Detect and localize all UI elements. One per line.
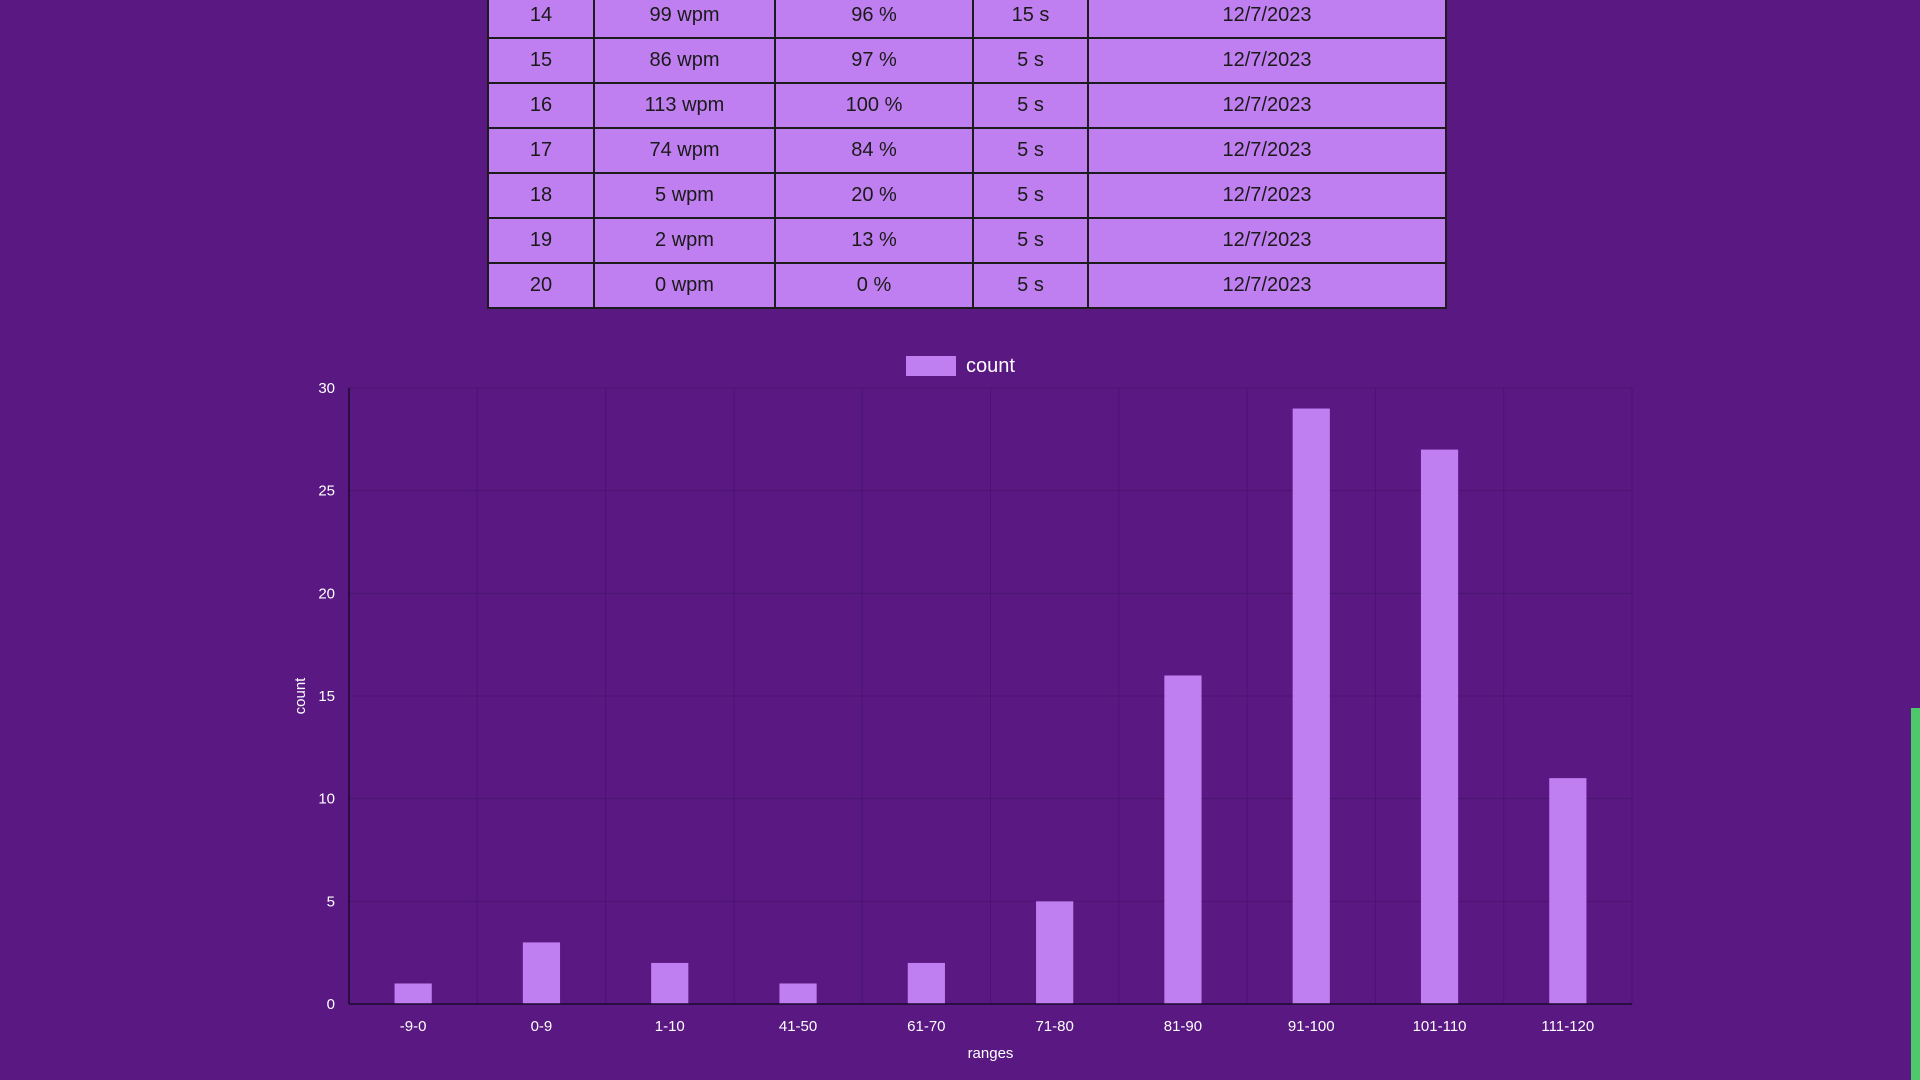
table-cell-index: 19 [487,217,595,264]
table-cell-speed: 2 wpm [593,217,776,264]
y-tick-label: 20 [318,585,335,602]
x-tick-label: 91-100 [1288,1018,1335,1035]
results-table-body: 14 99 wpm 96 % 15 s 12/7/2023 15 86 wpm 97 % 5 s… [487,0,1447,309]
table-cell-date: 12/7/2023 [1087,127,1447,174]
bar [522,942,561,1004]
table-cell-date: 12/7/2023 [1087,217,1447,264]
table-cell-time: 5 s [972,172,1089,219]
table-row: 15 86 wpm 97 % 5 s 12/7/2023 [487,37,1447,84]
bar [1292,408,1330,1004]
table-cell-index: 20 [487,262,595,309]
table-cell-accuracy: 20 % [774,172,974,219]
x-tick-label: 61-70 [907,1018,945,1035]
scrollbar-track[interactable] [1911,0,1920,1080]
table-cell-date: 12/7/2023 [1087,262,1447,309]
table-cell-accuracy: 0 % [774,262,974,309]
table-row: 19 2 wpm 13 % 5 s 12/7/2023 [487,217,1447,264]
table-cell-time: 5 s [972,262,1089,309]
bar [1036,901,1074,1004]
table-cell-time: 5 s [972,127,1089,174]
y-axis-title: count [292,677,309,715]
table-cell-index: 18 [487,172,595,219]
bar [779,983,817,1004]
bar [1164,675,1202,1004]
x-tick-label: 101-110 [1413,1018,1467,1035]
table-cell-speed: 5 wpm [593,172,776,219]
bar [1420,449,1459,1005]
table-cell-date: 12/7/2023 [1087,82,1447,129]
x-tick-label: 71-80 [1035,1018,1073,1035]
table-cell-speed: 74 wpm [593,127,776,174]
table-row: 14 99 wpm 96 % 15 s 12/7/2023 [487,0,1447,39]
legend-swatch [906,356,956,376]
scrollbar-thumb[interactable] [1911,708,1920,1080]
table-row: 20 0 wpm 0 % 5 s 12/7/2023 [487,262,1447,309]
x-tick-label: 81-90 [1164,1018,1202,1035]
bar [907,962,945,1004]
table-cell-accuracy: 96 % [774,0,974,39]
table-cell-time: 15 s [972,0,1089,39]
x-tick-label: 41-50 [779,1018,817,1035]
y-tick-label: 0 [327,996,335,1013]
table-cell-speed: 99 wpm [593,0,776,39]
table-cell-index: 17 [487,127,595,174]
table-cell-index: 16 [487,82,595,129]
table-cell-accuracy: 97 % [774,37,974,84]
table-cell-time: 5 s [972,217,1089,264]
table-cell-accuracy: 13 % [774,217,974,264]
x-tick-label: 0-9 [531,1018,553,1035]
y-tick-label: 10 [318,791,335,808]
table-cell-accuracy: 84 % [774,127,974,174]
table-cell-date: 12/7/2023 [1087,172,1447,219]
table-cell-speed: 86 wpm [593,37,776,84]
x-tick-label: -9-0 [400,1018,427,1035]
table-cell-date: 12/7/2023 [1087,0,1447,39]
y-tick-label: 30 [318,380,335,397]
table-cell-time: 5 s [972,82,1089,129]
legend-label: count [966,355,1015,377]
x-tick-label: 111-120 [1541,1018,1594,1035]
table-row: 18 5 wpm 20 % 5 s 12/7/2023 [487,172,1447,219]
table-cell-speed: 0 wpm [593,262,776,309]
bar [394,983,432,1004]
table-row: 17 74 wpm 84 % 5 s 12/7/2023 [487,127,1447,174]
table-cell-index: 14 [487,0,595,39]
x-axis-title: ranges [968,1045,1014,1062]
table-cell-accuracy: 100 % [774,82,974,129]
bar [651,962,689,1004]
table-cell-time: 5 s [972,37,1089,84]
table-cell-date: 12/7/2023 [1087,37,1447,84]
y-tick-label: 15 [318,688,335,705]
table-cell-speed: 113 wpm [593,82,776,129]
table-row: 16 113 wpm 100 % 5 s 12/7/2023 [487,82,1447,129]
y-tick-label: 5 [327,893,335,910]
y-tick-label: 25 [318,483,335,500]
x-tick-label: 1-10 [655,1018,685,1035]
results-table: 14 99 wpm 96 % 15 s 12/7/2023 15 86 wpm 97 % 5 s… [487,0,1447,309]
table-cell-index: 15 [487,37,595,84]
bar [1549,778,1587,1004]
